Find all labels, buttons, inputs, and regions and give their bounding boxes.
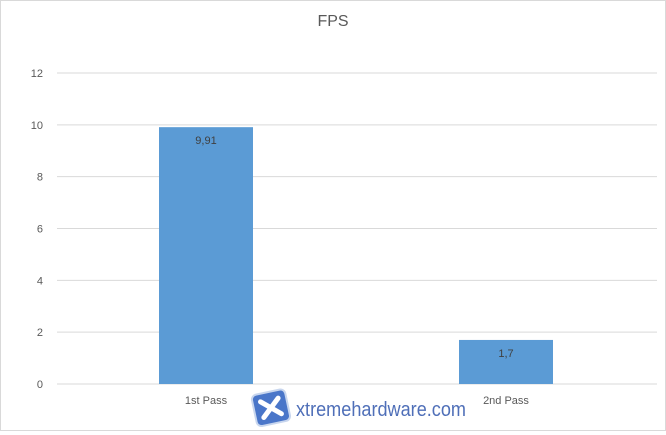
y-tick-label: 8 bbox=[37, 172, 43, 184]
watermark-logo: xtremehardware.com bbox=[250, 386, 470, 435]
data-label: 1,7 bbox=[498, 348, 513, 360]
y-tick-label: 12 bbox=[31, 68, 43, 80]
y-tick-label: 6 bbox=[37, 224, 43, 236]
bar bbox=[459, 339, 553, 384]
watermark-text: xtremehardware.com bbox=[296, 399, 466, 421]
chart-title: FPS bbox=[317, 13, 348, 30]
y-tick-label: 2 bbox=[37, 327, 43, 339]
y-tick-label: 0 bbox=[37, 379, 43, 391]
bar bbox=[159, 127, 253, 384]
y-tick-label: 10 bbox=[31, 120, 43, 132]
data-label: 9,91 bbox=[195, 135, 216, 147]
y-tick-label: 4 bbox=[37, 275, 43, 287]
x-tick-label: 1st Pass bbox=[185, 395, 228, 407]
x-tick-label: 2nd Pass bbox=[483, 395, 529, 407]
